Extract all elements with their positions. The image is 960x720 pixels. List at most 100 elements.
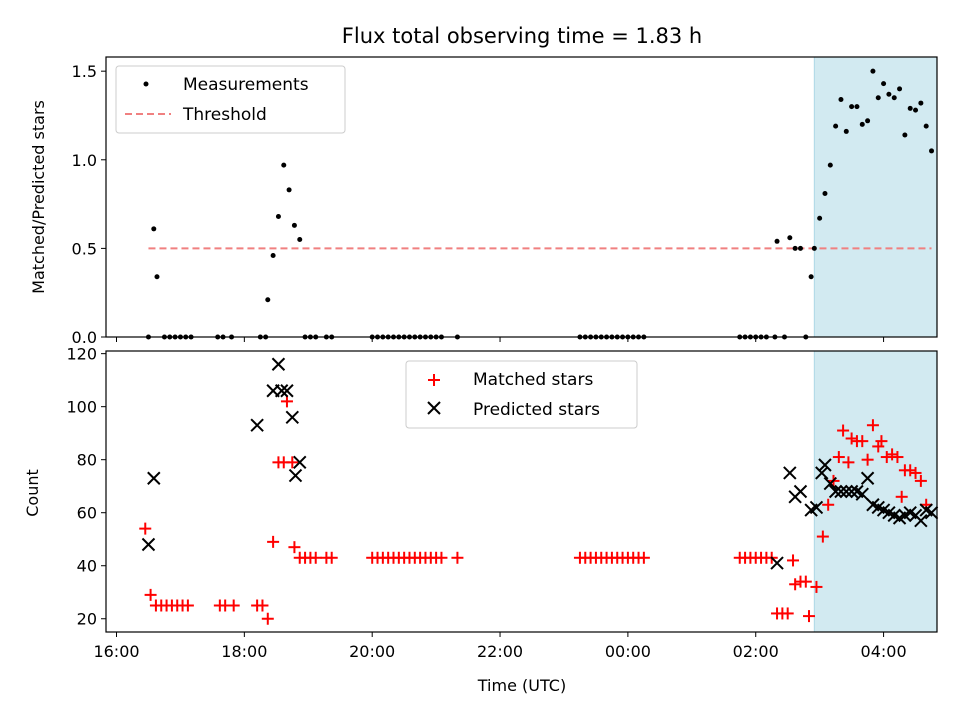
bottom-legend: Matched stars Predicted stars: [405, 360, 638, 429]
x-tick-label: 20:00: [349, 642, 395, 661]
measurement-point: [275, 213, 281, 219]
matched-point: [832, 451, 845, 464]
top-axes-frame: [105, 56, 938, 338]
measurement-point: [902, 132, 908, 138]
measurement-point: [923, 123, 929, 129]
matched-point: [637, 551, 650, 564]
predicted-point: [793, 484, 808, 499]
matched-point: [435, 551, 448, 564]
measurement-point: [817, 215, 823, 221]
predicted-point: [147, 471, 161, 485]
bottom-span-layer: [813, 350, 938, 633]
matched-point: [227, 599, 240, 612]
y-tick-label: 1.5: [72, 62, 97, 81]
predicted-point: [818, 458, 832, 472]
x-axis-label: Time (UTC): [477, 676, 566, 695]
matched-point: [880, 451, 893, 464]
measurement-point: [281, 162, 287, 168]
y-tick-label: 60: [77, 504, 97, 523]
measurement-point: [774, 238, 780, 244]
measurement-point: [291, 222, 297, 228]
top-xticks: [116, 337, 885, 342]
legend-matched-marker: [428, 374, 440, 386]
predicted-point: [293, 455, 307, 470]
matched-point: [787, 554, 800, 567]
matched-point: [861, 453, 874, 466]
x-tick-label: 18:00: [221, 642, 267, 661]
measurement-point: [897, 86, 903, 92]
top-legend-box: [115, 65, 346, 134]
measurement-point: [870, 68, 876, 74]
bottom-yticks: 20 40 60 80 100 120: [66, 345, 106, 629]
x-tick-label: 02:00: [733, 642, 779, 661]
predicted-point: [924, 506, 939, 520]
measurement-point: [787, 235, 793, 241]
predicted-point: [823, 476, 838, 491]
predicted-point: [914, 513, 928, 528]
measurement-point: [822, 190, 828, 196]
bottom-ylabel: Count: [23, 469, 42, 517]
matched-point: [842, 456, 855, 469]
matched-point: [895, 490, 908, 503]
top-axes: 0.0 0.5 1.0 1.5 Matched/Predicted stars Mea…: [29, 56, 938, 347]
matched-point: [886, 448, 899, 461]
measurement-point: [265, 297, 271, 303]
measurement-point: [849, 104, 855, 110]
y-tick-label: 20: [77, 610, 97, 629]
y-tick-label: 0.5: [72, 239, 97, 258]
top-yticks: 0.0 0.5 1.0 1.5: [72, 62, 106, 347]
matched-point: [799, 575, 812, 588]
top-span-layer: [813, 56, 938, 338]
y-tick-label: 40: [77, 557, 97, 576]
measurement-point: [154, 274, 160, 280]
measurement-point: [827, 162, 833, 168]
predicted-point: [783, 466, 797, 480]
matched-point: [288, 541, 301, 554]
bottom-axes: 20 40 60 80 100 120 16:00 18:00 20:00 22:00 00:00…: [23, 345, 939, 695]
matched-point: [914, 474, 927, 487]
bottom-axes-frame: [105, 350, 938, 633]
predicted-point: [834, 484, 848, 499]
predicted-point: [770, 556, 784, 570]
predicted-point: [855, 487, 869, 501]
top-ylabel: Matched/Predicted stars: [29, 100, 48, 294]
bottom-legend-box: [405, 360, 638, 429]
matched-point: [256, 599, 269, 612]
measurement-point: [833, 123, 839, 129]
measurement-point: [907, 105, 913, 111]
predicted-point: [860, 471, 875, 485]
x-tick-label: 04:00: [861, 642, 907, 661]
predicted-point: [250, 418, 264, 432]
measurement-point: [797, 245, 803, 251]
predicted-point: [271, 357, 286, 371]
measurement-point: [286, 187, 292, 193]
predicted-point: [809, 500, 824, 515]
legend-measurements-marker: [143, 81, 149, 87]
measurement-point: [808, 274, 814, 280]
legend-predicted-marker: [427, 401, 441, 415]
predicted-point: [141, 537, 156, 552]
matched-point: [866, 419, 879, 432]
bottom-xticks: 16:00 18:00 20:00 22:00 00:00 02:00 04:00: [93, 632, 907, 661]
legend-predicted-label: Predicted stars: [473, 400, 600, 420]
y-tick-label: 100: [66, 398, 97, 417]
matched-point: [789, 578, 802, 591]
predicted-point: [844, 484, 859, 499]
predicted-point: [285, 410, 299, 424]
x-tick-label: 16:00: [93, 642, 139, 661]
measurement-point: [838, 97, 844, 103]
matched-point: [803, 610, 815, 623]
measurement-point: [792, 245, 798, 251]
predicted-point: [280, 384, 294, 398]
matched-point: [904, 464, 917, 477]
matched-point: [286, 456, 299, 469]
measurement-point: [811, 245, 817, 251]
predicted-point: [839, 484, 853, 499]
matched-point: [891, 451, 904, 464]
matched-point: [856, 435, 869, 448]
measurement-point: [881, 81, 887, 87]
predicted-point: [288, 468, 303, 483]
highlight-span: [813, 350, 938, 633]
measurement-point: [875, 95, 881, 101]
